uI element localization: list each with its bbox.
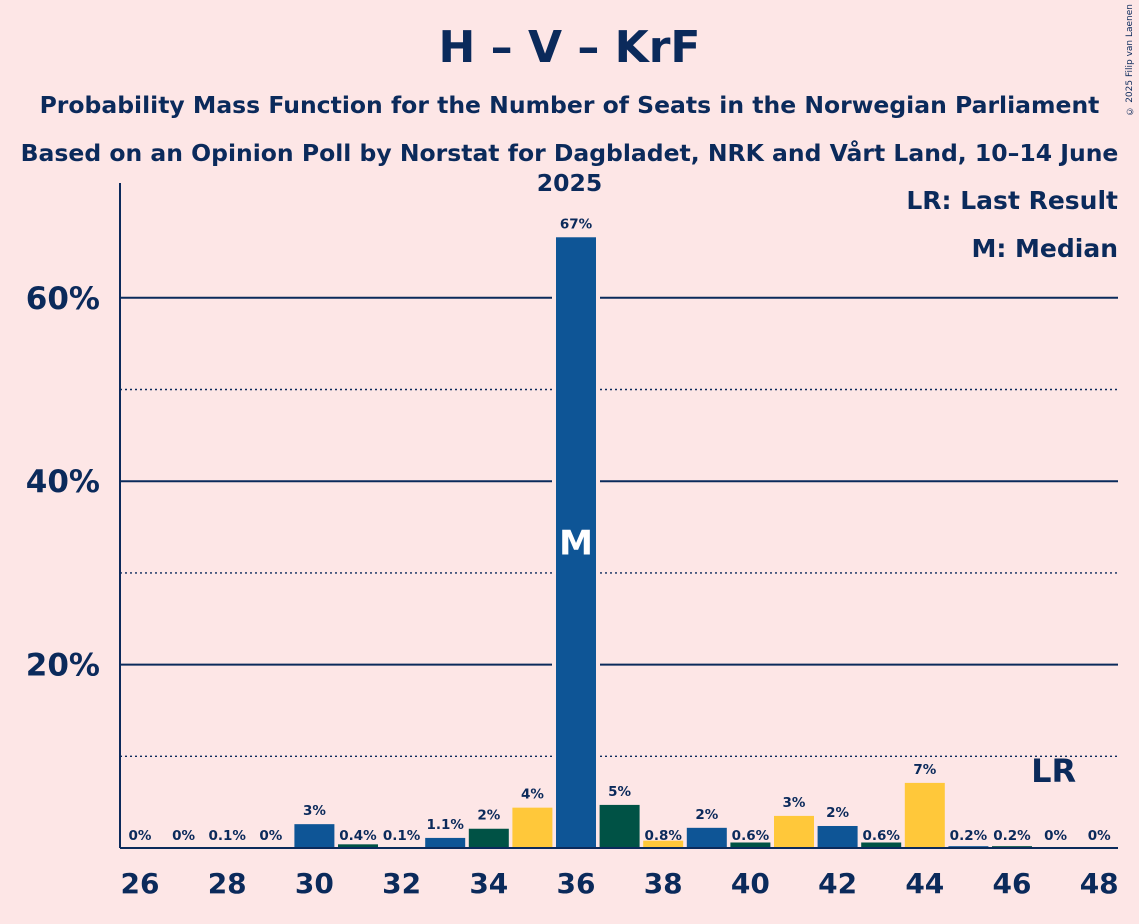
data-label-seat-44: 7% bbox=[913, 762, 936, 778]
data-label-seat-39: 2% bbox=[695, 807, 718, 823]
x-tick-label-48: 48 bbox=[1080, 867, 1119, 900]
data-label-seat-33: 1.1% bbox=[426, 817, 464, 833]
data-label-seat-40: 0.6% bbox=[732, 828, 770, 844]
bar-seat-39 bbox=[686, 827, 727, 848]
bar-seat-36 bbox=[556, 237, 596, 848]
median-marker: M bbox=[559, 524, 593, 564]
x-tick-label-46: 46 bbox=[993, 867, 1032, 900]
data-label-seat-26: 0% bbox=[129, 828, 152, 844]
bar-seat-30 bbox=[294, 824, 335, 848]
data-label-seat-45: 0.2% bbox=[950, 828, 988, 844]
data-label-seat-41: 3% bbox=[783, 795, 806, 811]
data-label-seat-46: 0.2% bbox=[993, 828, 1031, 844]
x-tick-label-38: 38 bbox=[644, 867, 683, 900]
bar-seat-38 bbox=[643, 840, 684, 848]
x-tick-label-34: 34 bbox=[469, 867, 508, 900]
legend: LR: Last Result M: Median bbox=[906, 186, 1118, 263]
data-label-seat-36: 67% bbox=[560, 216, 593, 232]
data-label-seat-43: 0.6% bbox=[862, 828, 900, 844]
axes: 26 28 30 32 34 36 38 40 42 44 46 48 20% 40% 60% bbox=[26, 183, 1119, 900]
chart-subtitle: Probability Mass Function for the Number… bbox=[39, 91, 1100, 119]
data-label-seat-47: 0% bbox=[1044, 828, 1067, 844]
chart-title: H – V – KrF bbox=[438, 22, 701, 73]
bar-seat-41 bbox=[774, 815, 814, 848]
data-label-seat-42: 2% bbox=[826, 805, 849, 821]
x-tick-label-28: 28 bbox=[208, 867, 247, 900]
last-result-marker: LR bbox=[1031, 752, 1076, 790]
x-tick-label-32: 32 bbox=[382, 867, 421, 900]
x-tick-label-42: 42 bbox=[818, 867, 857, 900]
x-tick-label-44: 44 bbox=[905, 867, 944, 900]
bar-seat-37 bbox=[599, 804, 640, 848]
data-label-seat-30: 3% bbox=[303, 803, 326, 819]
chart-source-subtitle: Based on an Opinion Poll by Norstat for … bbox=[20, 139, 1119, 197]
bar-seat-35 bbox=[512, 807, 553, 848]
bar-seat-40 bbox=[730, 842, 771, 848]
bar-seat-42 bbox=[817, 825, 858, 848]
bar-seat-33 bbox=[425, 837, 466, 848]
data-labels: 0% 0% 0.1% 0% 3% 0.4% 0.1% 1.1% 2% 4% 67% 5% 0.8% 2% 0… bbox=[129, 216, 1112, 844]
x-tick-label-26: 26 bbox=[121, 867, 160, 900]
data-label-seat-28: 0.1% bbox=[208, 828, 246, 844]
x-tick-label-40: 40 bbox=[731, 867, 770, 900]
data-label-seat-27: 0% bbox=[172, 828, 195, 844]
grid-lines bbox=[120, 296, 1118, 757]
bar-seat-31 bbox=[338, 844, 378, 848]
data-label-seat-32: 0.1% bbox=[383, 828, 421, 844]
bars bbox=[207, 237, 1032, 848]
data-label-seat-38: 0.8% bbox=[644, 828, 682, 844]
bar-seat-34 bbox=[468, 828, 509, 848]
legend-last-result: LR: Last Result bbox=[906, 186, 1118, 215]
data-label-seat-31: 0.4% bbox=[339, 828, 377, 844]
legend-median: M: Median bbox=[971, 234, 1118, 263]
y-tick-label-20: 20% bbox=[26, 648, 100, 684]
data-label-seat-29: 0% bbox=[259, 828, 282, 844]
data-label-seat-34: 2% bbox=[477, 808, 500, 824]
x-tick-label-36: 36 bbox=[557, 867, 596, 900]
data-label-seat-35: 4% bbox=[521, 787, 544, 803]
y-tick-label-40: 40% bbox=[26, 464, 100, 500]
bar-seat-44 bbox=[904, 782, 945, 848]
data-label-seat-37: 5% bbox=[608, 784, 631, 800]
y-tick-label-60: 60% bbox=[26, 281, 100, 317]
x-tick-label-30: 30 bbox=[295, 867, 334, 900]
bar-seat-43 bbox=[861, 842, 902, 848]
data-label-seat-48: 0% bbox=[1088, 828, 1111, 844]
